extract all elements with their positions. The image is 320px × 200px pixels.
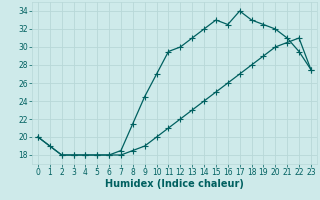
X-axis label: Humidex (Indice chaleur): Humidex (Indice chaleur) [105, 179, 244, 189]
